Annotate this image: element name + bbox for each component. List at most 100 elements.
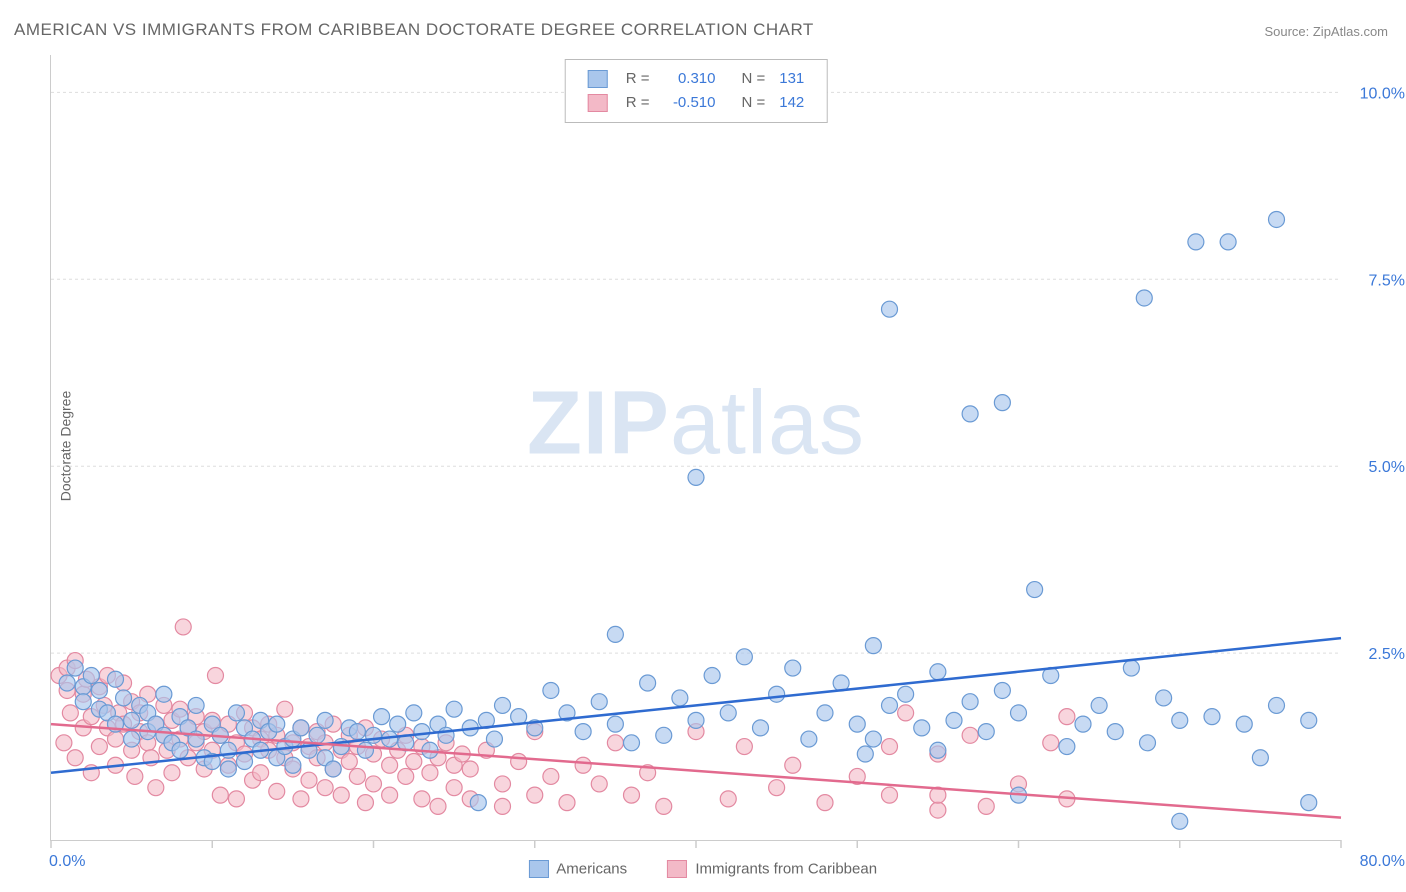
scatter-point <box>495 776 511 792</box>
scatter-point <box>769 780 785 796</box>
scatter-point <box>470 795 486 811</box>
scatter-point <box>446 701 462 717</box>
scatter-point <box>1027 582 1043 598</box>
scatter-point <box>607 626 623 642</box>
chart-svg: 2.5%5.0%7.5%10.0%0.0%80.0% <box>51 55 1406 842</box>
scatter-point <box>237 754 253 770</box>
scatter-point <box>994 682 1010 698</box>
scatter-point <box>1252 750 1268 766</box>
scatter-point <box>59 675 75 691</box>
legend-series-label: Immigrants from Caribbean <box>691 861 877 878</box>
scatter-point <box>1043 735 1059 751</box>
scatter-point <box>91 682 107 698</box>
scatter-point <box>962 694 978 710</box>
x-tick-label-end: 80.0% <box>1360 853 1405 870</box>
scatter-point <box>543 768 559 784</box>
scatter-point <box>817 795 833 811</box>
y-tick-label: 7.5% <box>1369 272 1405 289</box>
scatter-point <box>148 780 164 796</box>
scatter-point <box>817 705 833 721</box>
scatter-point <box>575 724 591 740</box>
scatter-point <box>398 768 414 784</box>
scatter-point <box>720 791 736 807</box>
scatter-point <box>75 694 91 710</box>
scatter-point <box>333 787 349 803</box>
scatter-point <box>124 712 140 728</box>
y-tick-label: 5.0% <box>1369 459 1405 476</box>
scatter-point <box>108 671 124 687</box>
legend-n-value: 142 <box>773 92 810 114</box>
scatter-point <box>720 705 736 721</box>
scatter-point <box>994 395 1010 411</box>
scatter-point <box>962 727 978 743</box>
scatter-point <box>56 735 72 751</box>
y-tick-label: 10.0% <box>1360 85 1405 102</box>
scatter-point <box>127 768 143 784</box>
scatter-point <box>277 701 293 717</box>
scatter-point <box>591 694 607 710</box>
scatter-point <box>67 660 83 676</box>
scatter-point <box>390 716 406 732</box>
scatter-point <box>406 705 422 721</box>
scatter-point <box>317 712 333 728</box>
scatter-point <box>575 757 591 773</box>
scatter-point <box>1075 716 1091 732</box>
scatter-point <box>382 787 398 803</box>
legend-n-label: N = <box>723 92 771 114</box>
scatter-point <box>1059 709 1075 725</box>
scatter-point <box>882 787 898 803</box>
scatter-point <box>656 727 672 743</box>
legend-n-label: N = <box>723 68 771 90</box>
scatter-point <box>253 765 269 781</box>
scatter-point <box>801 731 817 747</box>
scatter-point <box>406 754 422 770</box>
scatter-point <box>865 731 881 747</box>
legend-n-value: 131 <box>773 68 810 90</box>
scatter-point <box>172 742 188 758</box>
scatter-point <box>325 761 341 777</box>
scatter-point <box>1123 660 1139 676</box>
chart-title: AMERICAN VS IMMIGRANTS FROM CARIBBEAN DO… <box>14 20 814 40</box>
legend-swatch <box>667 860 687 878</box>
legend-series-label: Americans <box>553 861 627 878</box>
scatter-point <box>591 776 607 792</box>
scatter-point <box>882 301 898 317</box>
scatter-point <box>1204 709 1220 725</box>
scatter-point <box>607 735 623 751</box>
scatter-point <box>62 705 78 721</box>
scatter-point <box>624 735 640 751</box>
scatter-point <box>1269 211 1285 227</box>
scatter-point <box>67 750 83 766</box>
scatter-point <box>156 686 172 702</box>
scatter-point <box>857 746 873 762</box>
scatter-point <box>91 739 107 755</box>
scatter-point <box>882 697 898 713</box>
scatter-point <box>785 757 801 773</box>
scatter-point <box>422 765 438 781</box>
scatter-point <box>341 754 357 770</box>
scatter-point <box>366 776 382 792</box>
scatter-point <box>1107 724 1123 740</box>
scatter-point <box>212 787 228 803</box>
scatter-point <box>495 798 511 814</box>
scatter-point <box>1140 735 1156 751</box>
scatter-point <box>930 664 946 680</box>
legend-r-value: -0.510 <box>657 92 721 114</box>
scatter-point <box>293 791 309 807</box>
scatter-point <box>898 686 914 702</box>
scatter-point <box>116 690 132 706</box>
legend-r-label: R = <box>620 92 656 114</box>
legend-swatch <box>588 94 608 112</box>
scatter-point <box>1172 712 1188 728</box>
scatter-point <box>962 406 978 422</box>
scatter-point <box>228 705 244 721</box>
scatter-point <box>124 731 140 747</box>
y-tick-label: 2.5% <box>1369 646 1405 663</box>
scatter-point <box>849 716 865 732</box>
scatter-point <box>285 757 301 773</box>
scatter-point <box>269 716 285 732</box>
scatter-point <box>640 675 656 691</box>
scatter-point <box>486 731 502 747</box>
scatter-point <box>349 724 365 740</box>
plot-area: ZIPatlas 2.5%5.0%7.5%10.0%0.0%80.0% R =0… <box>50 55 1341 841</box>
